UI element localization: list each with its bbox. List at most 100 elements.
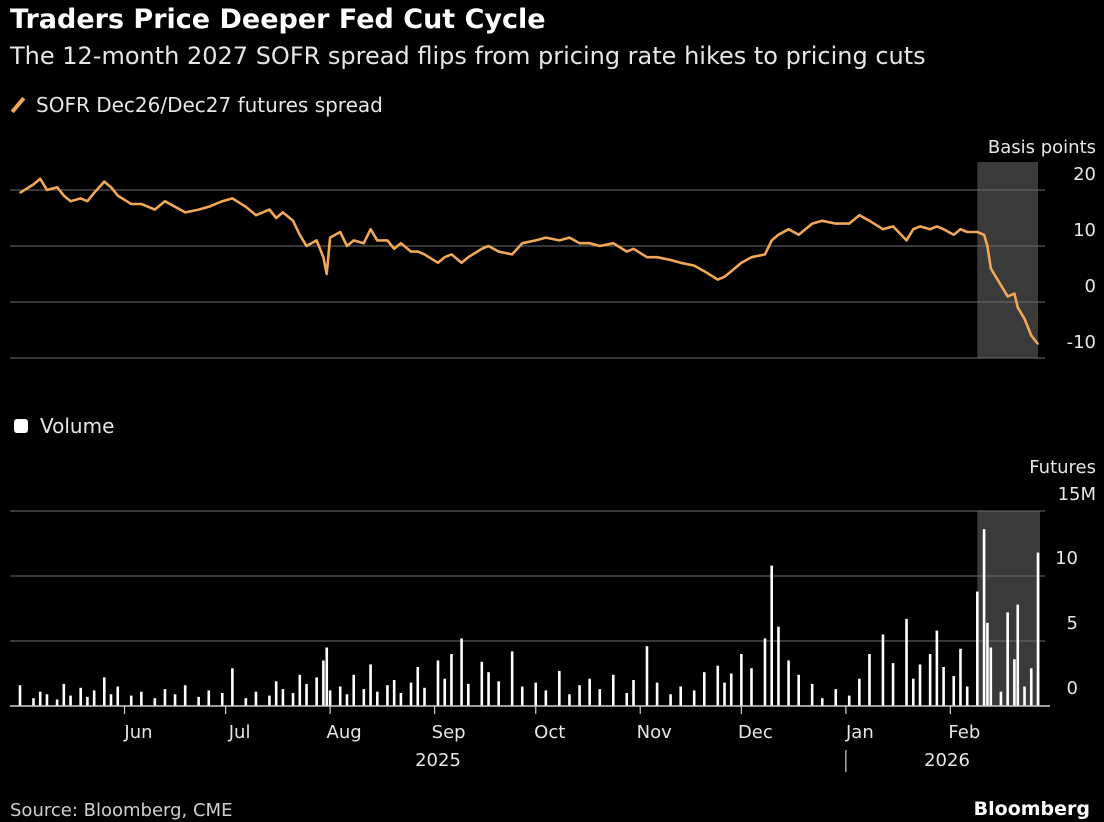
volume-bar — [315, 677, 318, 706]
spread-point — [79, 197, 82, 200]
volume-bar — [436, 660, 440, 706]
spread-line — [19, 177, 1040, 345]
volume-bar — [770, 565, 774, 706]
spread-point — [848, 222, 851, 225]
volume-bar — [777, 626, 780, 706]
spread-point — [811, 222, 813, 225]
spread-point — [315, 239, 318, 242]
legend-volume: Volume — [10, 414, 114, 438]
spread-point — [46, 189, 48, 191]
spread-point — [460, 262, 463, 264]
volume-bar — [989, 647, 993, 706]
spread-point — [966, 231, 969, 233]
spread-point — [329, 236, 331, 239]
spread-point — [292, 220, 294, 222]
volume-bar — [891, 663, 895, 706]
volume-bar — [369, 664, 372, 706]
volume-bar — [1036, 552, 1040, 706]
spread-point — [268, 208, 271, 211]
volume-bar — [510, 651, 514, 706]
spread-point — [437, 262, 439, 264]
spread-point — [207, 206, 210, 208]
volume-bar — [140, 691, 143, 706]
spread-point — [255, 214, 257, 216]
x-axis-month-label: Jan — [845, 722, 874, 743]
volume-panel: 10 5 0 Futures 15M — [10, 457, 1096, 707]
volume-bar — [183, 685, 187, 706]
volume-bar — [598, 689, 602, 706]
volume-axis-unit-label: Futures — [1029, 457, 1096, 478]
spread-point — [882, 228, 884, 230]
spread-y-tick-label: 0 — [1085, 276, 1096, 297]
volume-bar — [568, 694, 571, 706]
legend-spread: SOFR Dec26/Dec27 futures spread — [10, 93, 383, 117]
volume-bar — [207, 690, 211, 706]
spread-point — [298, 234, 301, 236]
volume-bar — [116, 686, 120, 706]
spread-point — [39, 178, 42, 180]
spread-point — [716, 278, 719, 281]
x-axis-year-label: 2025 — [415, 750, 461, 771]
volume-bar — [1023, 686, 1026, 706]
volume-bar — [1006, 612, 1009, 706]
volume-bar — [102, 677, 106, 706]
volume-bar — [32, 698, 35, 706]
volume-bar — [423, 687, 426, 706]
volume-bar — [797, 674, 800, 706]
volume-bar — [820, 698, 824, 706]
spread-point — [339, 231, 342, 233]
legend-bar-swatch — [14, 419, 28, 433]
spread-point — [197, 208, 200, 211]
x-axis-month-label: Feb — [948, 722, 980, 743]
volume-bar — [231, 668, 234, 706]
volume-bar — [544, 690, 548, 706]
volume-bar — [534, 682, 538, 706]
volume-bar — [450, 654, 453, 706]
spread-y-tick-label: 20 — [1073, 164, 1096, 185]
spread-point — [497, 250, 500, 253]
spread-point — [164, 200, 166, 202]
volume-bar — [443, 678, 447, 706]
spread-point — [821, 220, 824, 222]
spread-point — [892, 225, 894, 228]
volume-bar — [38, 691, 42, 706]
volume-bar — [345, 694, 349, 706]
volume-bar — [274, 681, 278, 706]
spread-point — [245, 206, 247, 208]
spread-point — [770, 239, 773, 242]
volume-bar — [729, 673, 733, 706]
spread-point — [1013, 292, 1016, 295]
volume-bar — [952, 676, 956, 706]
volume-bar — [578, 685, 581, 706]
spread-point — [69, 200, 72, 202]
spread-point — [588, 242, 591, 244]
spread-point — [481, 248, 483, 250]
volume-bar — [487, 672, 490, 706]
spread-point — [959, 228, 962, 230]
legend-spread-label: SOFR Dec26/Dec27 futures spread — [36, 93, 383, 117]
volume-bar — [254, 691, 258, 706]
spread-point — [764, 253, 766, 256]
spread-point — [386, 239, 389, 242]
volume-axis-max-label: 15M — [1058, 484, 1096, 505]
volume-bar — [810, 683, 814, 706]
volume-bar — [928, 654, 932, 706]
spread-point — [282, 211, 284, 214]
volume-bar — [632, 680, 635, 706]
volume-bar — [18, 685, 22, 706]
spread-point — [63, 194, 65, 197]
spread-point — [1037, 343, 1039, 345]
legend-volume-label: Volume — [40, 414, 115, 438]
spread-point — [231, 197, 234, 200]
volume-y-tick-label: 0 — [1067, 678, 1078, 699]
volume-bar — [86, 696, 89, 706]
volume-bar — [376, 691, 379, 706]
spread-point — [723, 276, 726, 278]
volume-bar — [460, 638, 463, 706]
spread-point — [1000, 284, 1002, 287]
chart-title: Traders Price Deeper Fed Cut Cycle — [10, 4, 546, 35]
volume-bar — [692, 690, 696, 706]
volume-bar — [338, 686, 342, 706]
volume-bar — [399, 693, 403, 706]
